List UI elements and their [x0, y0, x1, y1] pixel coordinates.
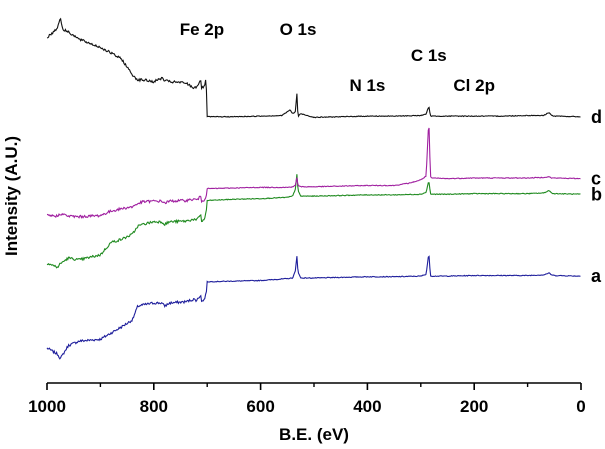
peak-annotations: Fe 2p O 1s N 1s C 1s Cl 2p	[180, 20, 495, 95]
x-axis-title: B.E. (eV)	[279, 425, 349, 444]
peak-label-o-1s: O 1s	[280, 20, 317, 39]
peak-label-cl-2p: Cl 2p	[453, 76, 495, 95]
y-axis-title: Intensity (A.U.)	[2, 136, 21, 256]
trace-b	[46, 174, 581, 269]
x-tick-label-0: 0	[576, 397, 585, 416]
x-tick-label-800: 800	[140, 397, 168, 416]
peak-label-c-1s: C 1s	[411, 46, 447, 65]
trace-label-a: a	[591, 266, 602, 286]
trace-d	[46, 17, 581, 119]
x-tick-label-1000: 1000	[28, 397, 66, 416]
x-tick-label-200: 200	[460, 397, 488, 416]
peak-label-n-1s: N 1s	[349, 76, 385, 95]
trace-c	[46, 127, 581, 219]
peak-label-fe-2p: Fe 2p	[180, 20, 224, 39]
x-tick-label-600: 600	[246, 397, 274, 416]
trace-labels: a bc d	[591, 107, 602, 286]
spectra-traces	[46, 17, 581, 360]
trace-label-d: d	[591, 107, 602, 127]
x-axis: 1000 800 600 400 200 0	[28, 382, 586, 416]
trace-label-c: c	[591, 169, 601, 189]
trace-a	[46, 255, 581, 360]
x-tick-label-400: 400	[353, 397, 381, 416]
trace-label-b: b	[591, 184, 602, 204]
